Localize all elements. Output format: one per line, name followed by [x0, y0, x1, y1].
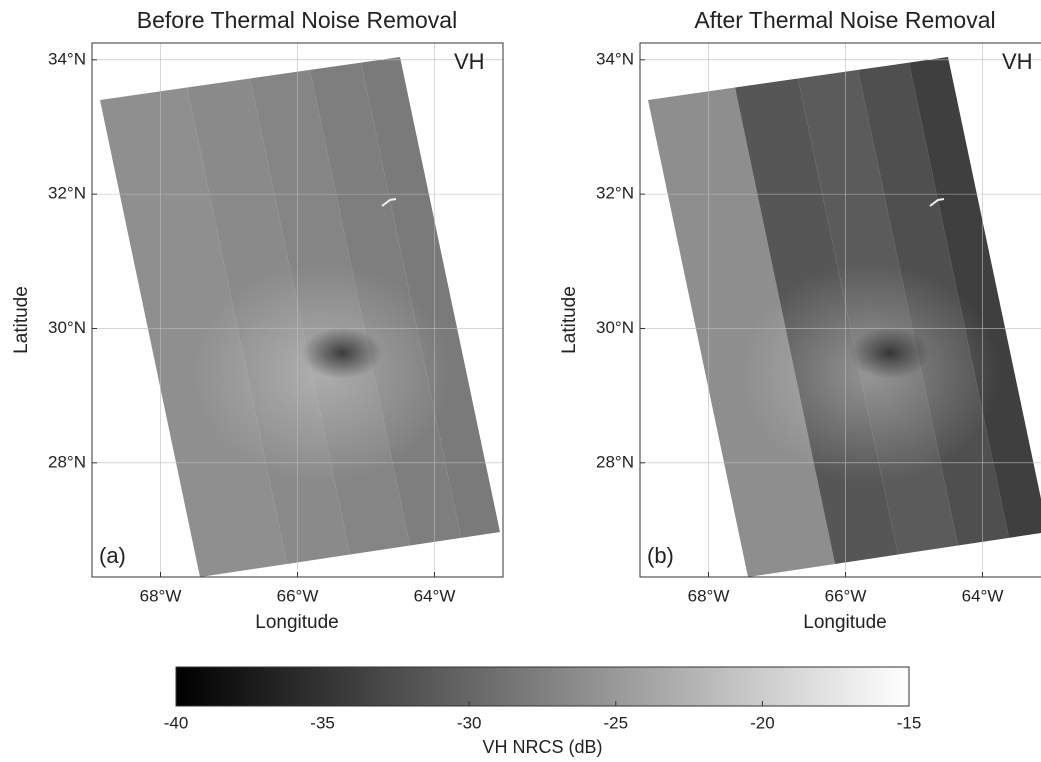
y-tick-label: 32°N: [48, 184, 86, 203]
x-axis-label: Longitude: [255, 612, 338, 633]
y-tick-label: 34°N: [596, 49, 634, 68]
colorbar-tick-label: -35: [310, 713, 335, 732]
y-tick-label: 30°N: [596, 318, 634, 337]
panel-label: (a): [99, 543, 126, 568]
x-axis-label: Longitude: [803, 612, 886, 633]
panel-label: (b): [647, 543, 674, 568]
y-tick-label: 30°N: [48, 318, 86, 337]
colorbar-tick-label: -25: [604, 713, 629, 732]
annotation: VH: [1002, 49, 1033, 74]
colorbar-fill: [175, 666, 910, 707]
y-tick-label: 32°N: [596, 184, 634, 203]
plot-area: [640, 43, 1041, 577]
map-panel: 68°W 66°W 64°W 28°N 30°N 32°N 34°N After Therma…: [559, 7, 1041, 633]
panel-title: After Thermal Noise Removal: [694, 7, 995, 33]
colorbar-tick-label: -15: [897, 713, 922, 732]
x-tick-label: 68°W: [140, 586, 182, 605]
y-tick-label: 34°N: [48, 49, 86, 68]
y-tick-label: 28°N: [48, 452, 86, 471]
axes-box: [639, 42, 1041, 578]
panel-title: Before Thermal Noise Removal: [137, 7, 457, 33]
colorbar-tick-label: -40: [164, 713, 189, 732]
storm-eye: [850, 327, 930, 379]
swath-band: [909, 57, 1041, 538]
storm-eye: [302, 327, 382, 379]
annotation: VH: [454, 49, 485, 74]
x-tick-label: 66°W: [277, 586, 319, 605]
map-panel: 68°W 66°W 64°W 28°N 30°N 32°N 34°N Before Therm…: [11, 7, 504, 633]
x-tick-label: 64°W: [962, 586, 1004, 605]
x-tick-label: 68°W: [688, 586, 730, 605]
y-tick-label: 28°N: [596, 452, 634, 471]
plot-area: [92, 43, 503, 577]
x-tick-label: 64°W: [414, 586, 456, 605]
swath-band: [361, 57, 500, 538]
y-axis-label: Latitude: [11, 286, 32, 354]
colorbar-label: VH NRCS (dB): [482, 737, 602, 757]
colorbar-tick-label: -20: [750, 713, 775, 732]
y-axis-label: Latitude: [559, 286, 580, 354]
x-tick-label: 66°W: [825, 586, 867, 605]
island: [929, 198, 945, 207]
axes-box: [91, 42, 504, 578]
colorbar: -40 -35 -30 -25 -20 -15 VH NRCS (dB): [164, 666, 922, 757]
island: [381, 198, 397, 207]
colorbar-tick-label: -30: [457, 713, 482, 732]
